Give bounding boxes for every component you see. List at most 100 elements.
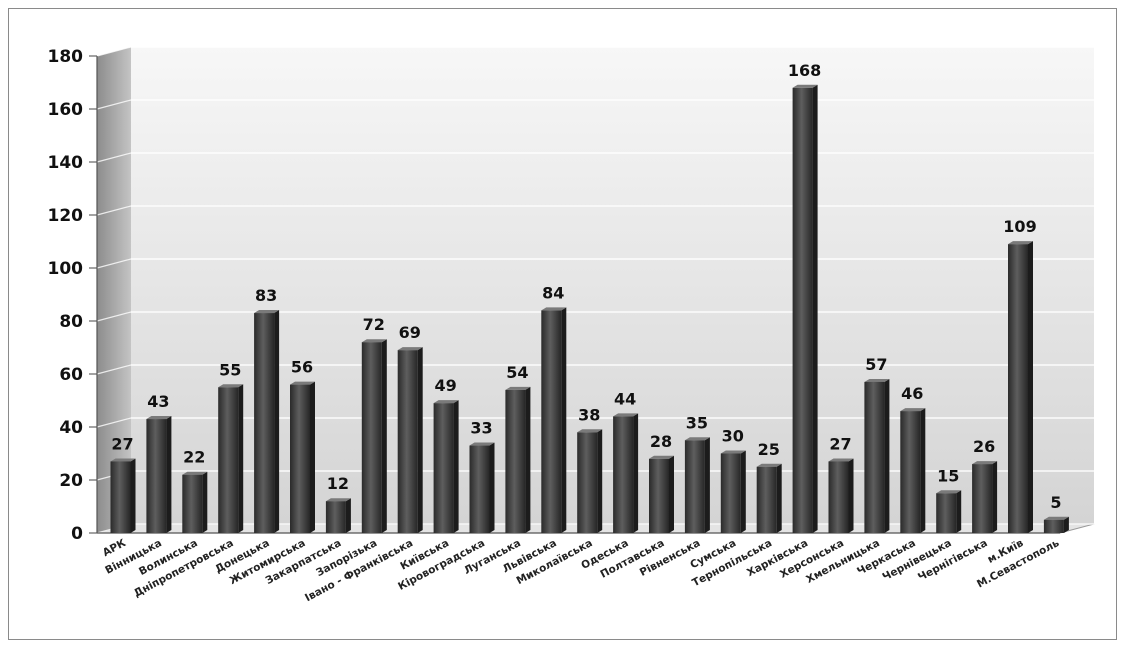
bar-side bbox=[238, 384, 244, 533]
bar-top bbox=[1008, 241, 1033, 245]
bar bbox=[900, 408, 926, 533]
bar bbox=[792, 84, 818, 534]
bar-front bbox=[290, 384, 310, 533]
data-label: 28 bbox=[650, 432, 672, 451]
bar-top bbox=[290, 381, 315, 385]
bar bbox=[577, 429, 603, 533]
bar-side bbox=[489, 442, 495, 533]
data-label: 69 bbox=[399, 323, 421, 342]
y-tick-label: 20 bbox=[59, 471, 83, 491]
bar-top bbox=[361, 339, 387, 343]
data-label: 55 bbox=[219, 360, 241, 379]
bar-top bbox=[864, 378, 890, 382]
bar-top bbox=[972, 461, 998, 465]
bar-side bbox=[812, 84, 818, 534]
side-wall bbox=[97, 47, 131, 533]
bar bbox=[613, 413, 639, 533]
bar-side bbox=[669, 455, 674, 533]
gridline-side bbox=[96, 364, 132, 375]
y-tick-label: 100 bbox=[48, 259, 84, 279]
data-label: 54 bbox=[506, 363, 528, 382]
bar-top bbox=[254, 310, 280, 314]
bar-front bbox=[218, 387, 239, 533]
bar-top bbox=[146, 416, 172, 420]
bar-front bbox=[828, 461, 849, 533]
data-label: 109 bbox=[1003, 217, 1036, 236]
bar-side bbox=[453, 400, 459, 533]
gridline-side bbox=[96, 311, 132, 322]
bar bbox=[397, 347, 423, 533]
bar-side bbox=[166, 416, 172, 533]
bar bbox=[1008, 241, 1033, 533]
data-label: 57 bbox=[865, 355, 887, 374]
bar bbox=[756, 463, 782, 533]
gridline-side bbox=[96, 99, 132, 110]
bar-side bbox=[776, 463, 782, 533]
data-label: 44 bbox=[614, 389, 636, 408]
bar-side bbox=[956, 490, 962, 533]
bar-front bbox=[182, 474, 203, 533]
bar-side bbox=[597, 429, 603, 533]
data-label: 15 bbox=[937, 466, 959, 485]
data-label: 46 bbox=[901, 384, 923, 403]
bar-top bbox=[900, 408, 926, 412]
bar-front bbox=[541, 310, 562, 533]
bar-front bbox=[613, 416, 634, 533]
bar-top bbox=[541, 307, 567, 311]
bar-front bbox=[1008, 244, 1028, 533]
bar-front bbox=[146, 419, 167, 533]
data-label: 56 bbox=[291, 358, 313, 377]
y-tick-label: 0 bbox=[71, 524, 83, 544]
y-tick-label: 120 bbox=[48, 206, 84, 226]
bar-side bbox=[310, 381, 315, 533]
bar bbox=[469, 442, 495, 533]
bar-side bbox=[345, 498, 351, 533]
bar bbox=[146, 416, 172, 533]
bar-top bbox=[684, 437, 710, 441]
bar-top bbox=[1043, 516, 1069, 520]
gridline-side bbox=[96, 46, 132, 57]
bar-side bbox=[633, 413, 639, 533]
bar-top bbox=[649, 455, 674, 459]
bar bbox=[972, 461, 998, 533]
x-axis: АРКВінницькаВолинськаДніпропетровськаДон… bbox=[101, 537, 1062, 604]
gridline-side bbox=[96, 417, 132, 428]
data-label: 43 bbox=[147, 392, 169, 411]
bar bbox=[182, 471, 208, 533]
data-label: 38 bbox=[578, 405, 600, 424]
bar-top bbox=[182, 471, 208, 475]
gridline-side bbox=[96, 258, 132, 269]
bar-side bbox=[561, 307, 567, 533]
bar-front bbox=[720, 453, 741, 533]
bar-top bbox=[433, 400, 459, 404]
bar-top bbox=[613, 413, 639, 417]
bar bbox=[325, 498, 351, 533]
data-label: 72 bbox=[363, 315, 385, 334]
bar bbox=[720, 450, 746, 533]
y-tick-label: 60 bbox=[59, 365, 83, 385]
gridline-side bbox=[96, 152, 132, 163]
bar-top bbox=[792, 84, 818, 88]
bar-side bbox=[740, 450, 746, 533]
bar-front bbox=[325, 501, 346, 533]
data-label: 33 bbox=[470, 419, 492, 438]
bar bbox=[254, 310, 280, 533]
bar-front bbox=[254, 313, 275, 533]
chart-frame: 0 20 40 60 80 100 120 140 160 180 27 43 22 55 83 56 12 7… bbox=[8, 8, 1117, 640]
bar-top bbox=[756, 463, 782, 467]
bar-side bbox=[992, 461, 998, 533]
bar-front bbox=[900, 411, 921, 533]
bar-top bbox=[936, 490, 962, 494]
data-label: 27 bbox=[829, 434, 851, 453]
bar-side bbox=[1028, 241, 1033, 533]
bar-front bbox=[433, 403, 454, 533]
bar bbox=[110, 458, 136, 533]
y-tick-label: 40 bbox=[59, 418, 83, 438]
data-label: 26 bbox=[973, 437, 995, 456]
bar bbox=[864, 378, 890, 533]
bar-front bbox=[756, 466, 777, 533]
bar bbox=[649, 455, 674, 533]
bar bbox=[1043, 516, 1069, 533]
y-tick-label: 140 bbox=[48, 153, 84, 173]
bar-top bbox=[325, 498, 351, 502]
